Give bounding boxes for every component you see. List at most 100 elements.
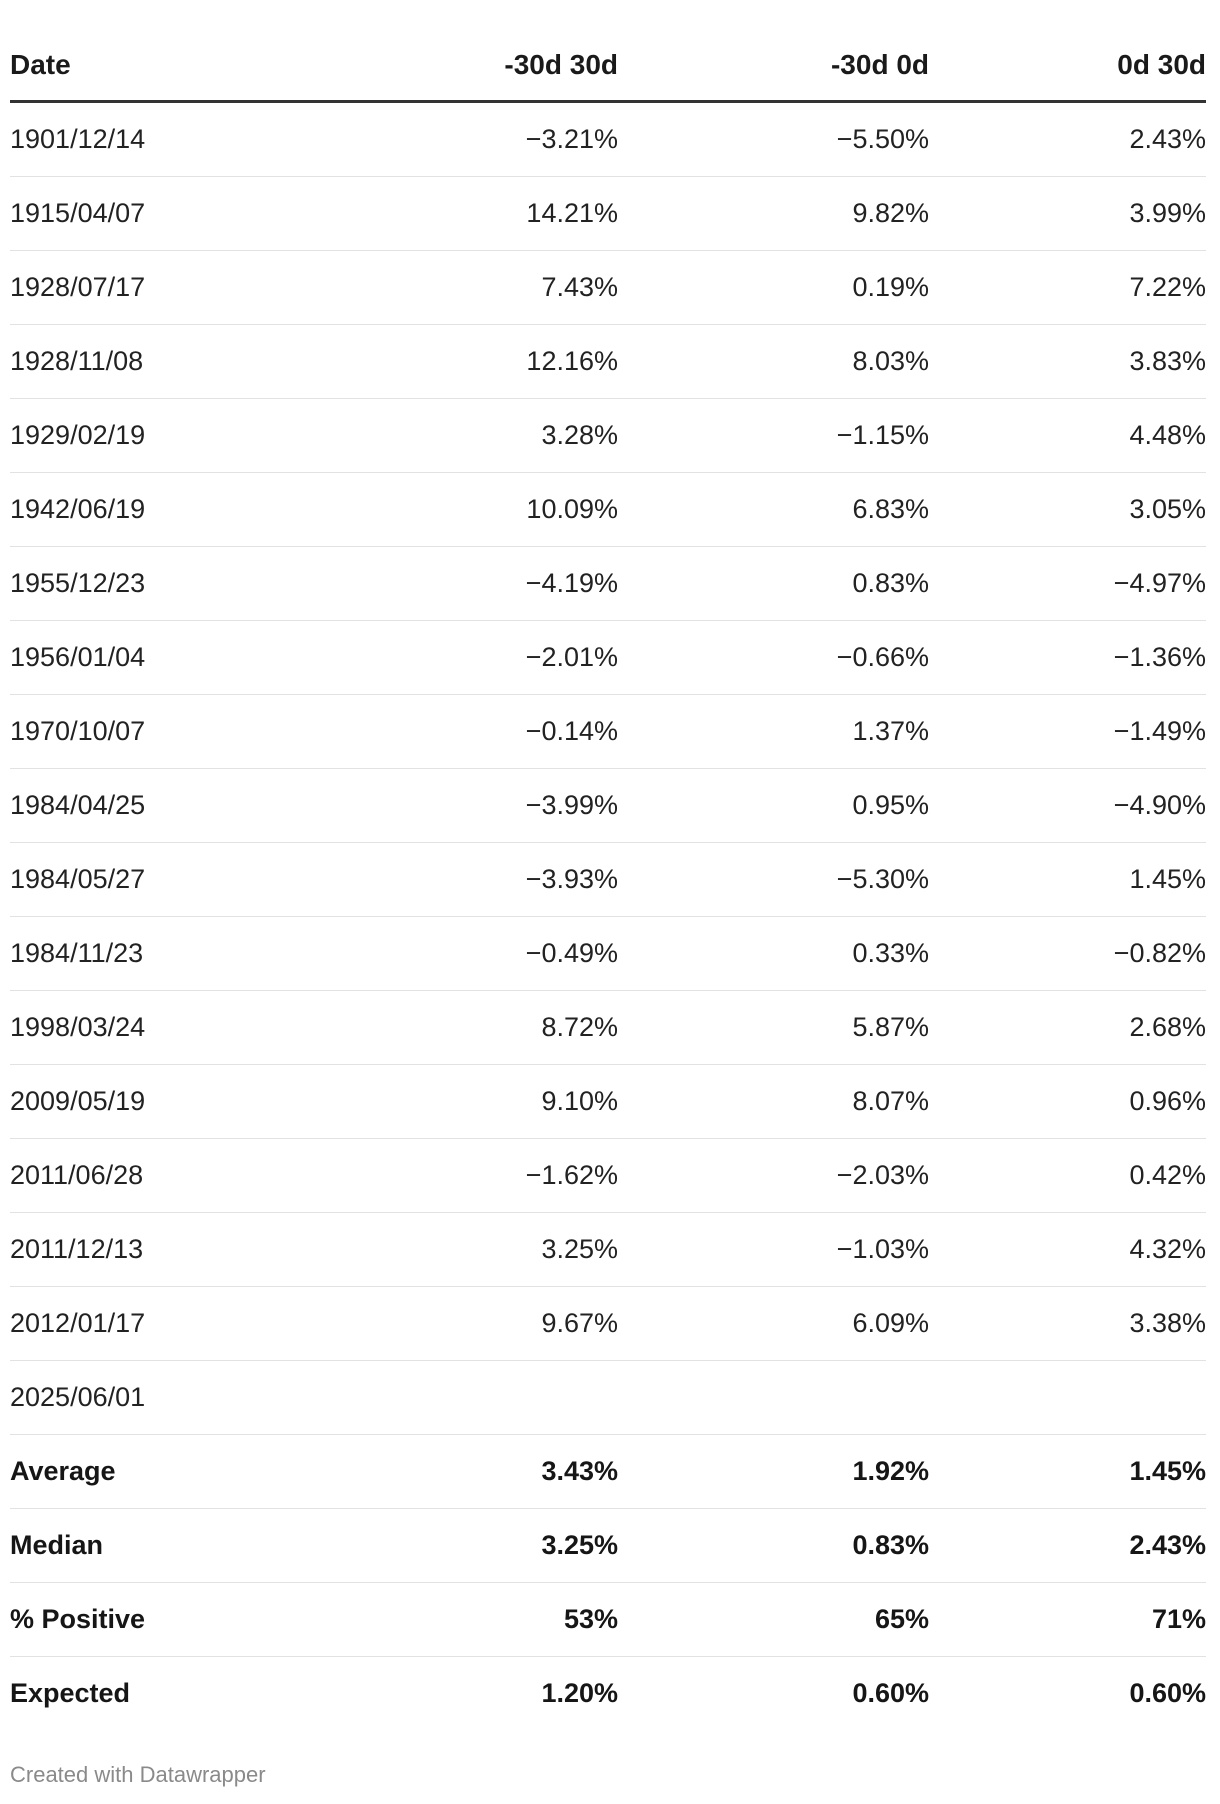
summary-label: Median [10, 1508, 310, 1583]
table-row: 1984/04/25 −3.99% 0.95% −4.90% [10, 768, 1206, 843]
value-cell: −5.50% [618, 101, 929, 177]
value-cell: 0.60% [1129, 1678, 1206, 1708]
value-cell: 9.82% [618, 176, 929, 251]
table-row: 1984/11/23 −0.49% 0.33% −0.82% [10, 916, 1206, 991]
value-cell: 0.60% [852, 1678, 929, 1708]
summary-row: Average 3.43% 1.92% 1.45% [10, 1434, 1206, 1509]
table-row: 2009/05/19 9.10% 8.07% 0.96% [10, 1064, 1206, 1139]
table-row: 1928/07/17 7.43% 0.19% 7.22% [10, 250, 1206, 325]
value-cell: 0.83% [618, 546, 929, 621]
value-cell: 1.20% [541, 1678, 618, 1708]
value-cell: 8.07% [618, 1064, 929, 1139]
value-cell: −2.03% [618, 1138, 929, 1213]
header-row: Date -30d 30d -30d 0d 0d 30d [10, 30, 1206, 103]
value-cell: −4.90% [929, 768, 1206, 843]
value-cell [310, 1360, 618, 1435]
value-cell: 8.03% [618, 324, 929, 399]
date-cell: 1929/02/19 [10, 398, 310, 473]
value-cell: −4.19% [310, 546, 618, 621]
summary-label: % Positive [10, 1582, 310, 1657]
table-row: 2011/06/28 −1.62% −2.03% 0.42% [10, 1138, 1206, 1213]
value-cell: 3.28% [310, 398, 618, 473]
column-header-date: Date [10, 30, 310, 103]
value-cell: 0.95% [618, 768, 929, 843]
value-cell: 1.37% [618, 694, 929, 769]
value-cell: 6.09% [618, 1286, 929, 1361]
column-header-3: 0d 30d [929, 30, 1206, 103]
value-cell: 5.87% [618, 990, 929, 1065]
value-cell: 12.16% [310, 324, 618, 399]
table-row: 1901/12/14 −3.21% −5.50% 2.43% [10, 101, 1206, 177]
date-cell: 2009/05/19 [10, 1064, 310, 1139]
table-header: Date -30d 30d -30d 0d 0d 30d [10, 30, 1206, 103]
date-cell: 1998/03/24 [10, 990, 310, 1065]
data-table: Date -30d 30d -30d 0d 0d 30d 1901/12/14 −3.2… [10, 30, 1206, 1730]
value-cell [618, 1360, 929, 1435]
summary-row: Expected 1.20% 0.60% 0.60% [10, 1657, 1206, 1731]
value-cell: −3.21% [310, 101, 618, 177]
value-cell: 3.99% [929, 176, 1206, 251]
value-cell: 1.45% [929, 842, 1206, 917]
table-row: 2011/12/13 3.25% −1.03% 4.32% [10, 1212, 1206, 1287]
value-cell: 6.83% [618, 472, 929, 547]
value-cell: 9.10% [310, 1064, 618, 1139]
value-cell: 2.68% [929, 990, 1206, 1065]
value-cell: 10.09% [310, 472, 618, 547]
value-cell: 3.25% [310, 1508, 618, 1583]
date-cell: 1970/10/07 [10, 694, 310, 769]
value-cell [929, 1360, 1206, 1435]
value-cell: 7.43% [310, 250, 618, 325]
value-cell: 71% [929, 1582, 1206, 1657]
value-cell: 3.05% [929, 472, 1206, 547]
value-cell: 0.96% [929, 1064, 1206, 1139]
value-cell: −2.01% [310, 620, 618, 695]
summary-label: Average [10, 1434, 310, 1509]
value-cell: −4.97% [929, 546, 1206, 621]
value-cell: −0.82% [929, 916, 1206, 991]
value-cell: 53% [310, 1582, 618, 1657]
value-cell: 1.92% [618, 1434, 929, 1509]
date-cell: 1915/04/07 [10, 176, 310, 251]
date-cell: 1984/04/25 [10, 768, 310, 843]
table-row: 1970/10/07 −0.14% 1.37% −1.49% [10, 694, 1206, 769]
date-cell: 2012/01/17 [10, 1286, 310, 1361]
table-row: 1998/03/24 8.72% 5.87% 2.68% [10, 990, 1206, 1065]
value-cell: 4.48% [929, 398, 1206, 473]
value-cell: 3.25% [310, 1212, 618, 1287]
date-cell: 1901/12/14 [10, 101, 310, 177]
value-cell: −3.99% [310, 768, 618, 843]
value-cell: 3.38% [929, 1286, 1206, 1361]
date-cell: 2025/06/01 [10, 1360, 310, 1435]
value-cell: 7.22% [929, 250, 1206, 325]
column-header-2: -30d 0d [618, 30, 929, 103]
value-cell: −1.15% [618, 398, 929, 473]
date-cell: 2011/06/28 [10, 1138, 310, 1213]
table-row: 1928/11/08 12.16% 8.03% 3.83% [10, 324, 1206, 399]
date-cell: 1956/01/04 [10, 620, 310, 695]
table-row: 1984/05/27 −3.93% −5.30% 1.45% [10, 842, 1206, 917]
data-table-container: Date -30d 30d -30d 0d 0d 30d 1901/12/14 −3.2… [10, 30, 1206, 1730]
date-cell: 1928/07/17 [10, 250, 310, 325]
footer-credit: Created with Datawrapper [10, 1762, 266, 1787]
table-row: 1955/12/23 −4.19% 0.83% −4.97% [10, 546, 1206, 621]
value-cell: 14.21% [310, 176, 618, 251]
table-row: 1956/01/04 −2.01% −0.66% −1.36% [10, 620, 1206, 695]
date-cell: 1955/12/23 [10, 546, 310, 621]
value-cell: −0.49% [310, 916, 618, 991]
value-cell: 0.83% [618, 1508, 929, 1583]
date-cell: 1928/11/08 [10, 324, 310, 399]
value-cell: 0.33% [618, 916, 929, 991]
value-cell: −5.30% [618, 842, 929, 917]
date-cell: 1984/05/27 [10, 842, 310, 917]
value-cell: 0.19% [618, 250, 929, 325]
value-cell: −1.49% [929, 694, 1206, 769]
table-row: 2012/01/17 9.67% 6.09% 3.38% [10, 1286, 1206, 1361]
value-cell: 0.42% [929, 1138, 1206, 1213]
table-row: 1929/02/19 3.28% −1.15% 4.48% [10, 398, 1206, 473]
summary-row: % Positive 53% 65% 71% [10, 1582, 1206, 1657]
summary-row: Median 3.25% 0.83% 2.43% [10, 1508, 1206, 1583]
date-cell: 1942/06/19 [10, 472, 310, 547]
value-cell: 9.67% [310, 1286, 618, 1361]
value-cell: −1.03% [618, 1212, 929, 1287]
date-cell: 2011/12/13 [10, 1212, 310, 1287]
